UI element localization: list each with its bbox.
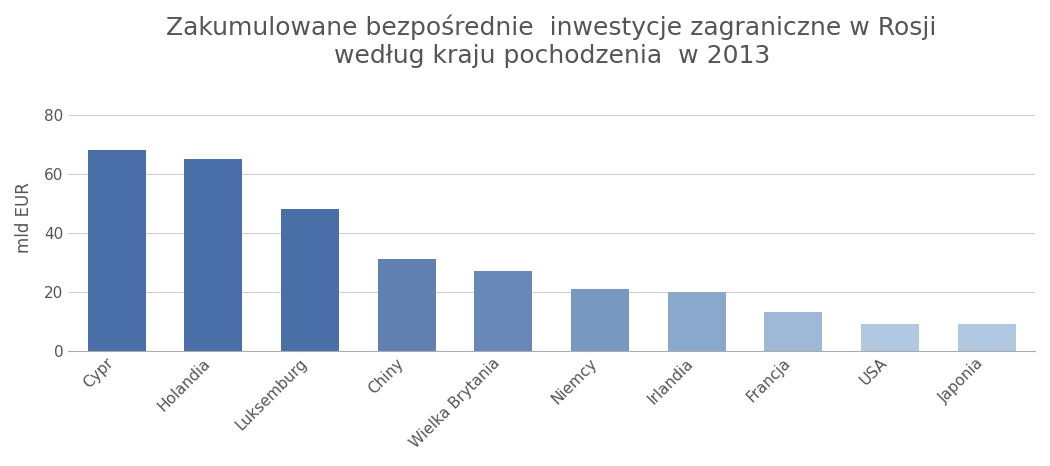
Bar (861, 324, 919, 350)
Bar (281, 209, 339, 350)
Bar (668, 292, 726, 350)
Bar (764, 312, 822, 350)
Title: Zakumulowane bezpośrednie  inwestycje zagraniczne w Rosji
według kraju pochodzen: Zakumulowane bezpośrednie inwestycje zag… (167, 15, 937, 69)
Bar (88, 151, 146, 350)
Bar (475, 271, 532, 350)
Bar (571, 289, 629, 350)
Bar (185, 159, 243, 350)
Bar (378, 259, 436, 350)
Y-axis label: mld EUR: mld EUR (15, 183, 33, 254)
Bar (958, 324, 1015, 350)
